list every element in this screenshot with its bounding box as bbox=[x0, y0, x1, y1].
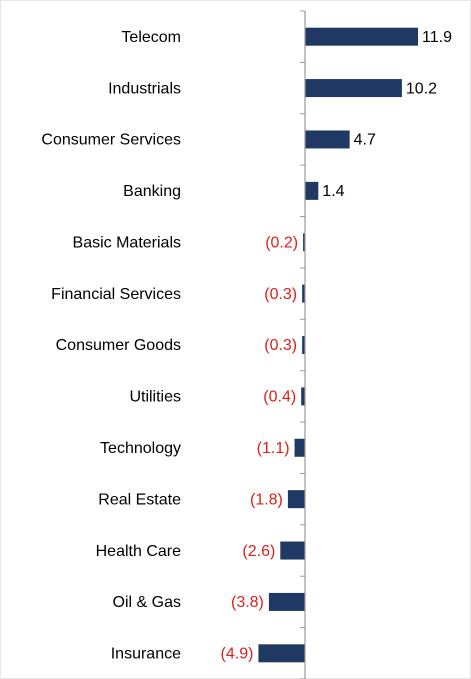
value-label: (0.3) bbox=[264, 337, 297, 354]
value-label: (0.2) bbox=[265, 234, 298, 251]
bar bbox=[302, 284, 305, 303]
value-label: (4.9) bbox=[221, 646, 254, 663]
category-label: Technology bbox=[100, 440, 181, 457]
category-label: Health Care bbox=[96, 543, 181, 560]
bar bbox=[301, 387, 305, 406]
bar bbox=[294, 438, 305, 457]
value-label: (1.8) bbox=[250, 491, 283, 508]
bar bbox=[287, 490, 305, 509]
value-label: 4.7 bbox=[354, 132, 376, 149]
value-label: 1.4 bbox=[322, 183, 344, 200]
category-label: Consumer Goods bbox=[56, 337, 181, 354]
category-label: Insurance bbox=[111, 646, 181, 663]
category-label: Banking bbox=[123, 183, 181, 200]
value-label: (1.1) bbox=[257, 440, 290, 457]
bar bbox=[305, 181, 319, 200]
bar bbox=[258, 644, 305, 663]
category-label: Consumer Services bbox=[41, 132, 181, 149]
bar bbox=[280, 541, 305, 560]
value-label: 11.9 bbox=[422, 29, 452, 46]
value-label: (3.8) bbox=[231, 594, 264, 611]
category-label: Real Estate bbox=[98, 491, 181, 508]
category-label: Telecom bbox=[121, 29, 181, 46]
bar bbox=[305, 79, 402, 98]
category-label: Utilities bbox=[129, 389, 181, 406]
category-label: Basic Materials bbox=[73, 234, 181, 251]
bar bbox=[305, 130, 350, 149]
bar bbox=[268, 592, 305, 611]
bar bbox=[303, 233, 305, 252]
category-label: Oil & Gas bbox=[113, 594, 181, 611]
bar bbox=[302, 336, 305, 354]
category-label: Financial Services bbox=[51, 286, 181, 303]
value-label: (0.3) bbox=[264, 286, 297, 303]
value-label: (0.4) bbox=[263, 389, 296, 406]
category-label: Industrials bbox=[108, 80, 181, 97]
bar bbox=[305, 27, 419, 46]
value-label: 10.2 bbox=[406, 80, 437, 97]
value-label: (2.6) bbox=[242, 543, 275, 560]
